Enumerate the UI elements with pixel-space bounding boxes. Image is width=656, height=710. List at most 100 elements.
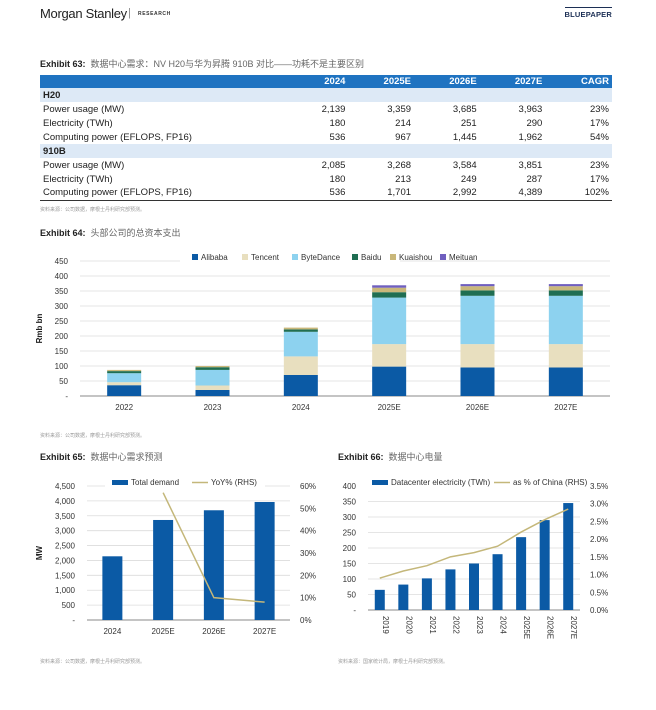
x-tick-label: 2022 [451, 616, 460, 634]
x-tick-label: 2024 [292, 403, 310, 412]
exhibit-64-caption: 头部公司的总资本支出 [90, 228, 181, 238]
y2-tick-label: 2.0% [590, 535, 608, 544]
exhibit-63-title: Exhibit 63: 数据中心需求：NV H20与华为昇腾 910B 对比——功… [40, 57, 364, 70]
legend-label: Alibaba [201, 253, 228, 262]
table-cell: 3,685 [452, 103, 477, 115]
exhibit-64-title: Exhibit 64: 头部公司的总资本支出 [40, 226, 181, 239]
line-series [379, 508, 569, 579]
legend-swatch [192, 254, 198, 260]
table-row: Electricity (TWh) 180 213 249 287 17% [40, 172, 612, 186]
legend-swatch [242, 254, 248, 260]
bar-segment-bytedance [107, 373, 142, 383]
y-tick-label: 300 [343, 513, 357, 522]
column-header: 2025E [348, 75, 415, 88]
bar-segment-alibaba [195, 390, 230, 396]
x-tick-label: 2025E [522, 616, 531, 639]
exhibit-66-title: Exhibit 66: 数据中心电量 [338, 450, 443, 463]
y-tick-label: 350 [343, 498, 357, 507]
column-header: CAGR [545, 75, 612, 88]
legend-label: Datacenter electricity (TWh) [391, 478, 490, 487]
y-tick-label: 300 [55, 302, 69, 311]
table-row: Computing power (EFLOPS, FP16) 536 1,701 2,… [40, 186, 612, 201]
bar [492, 554, 503, 610]
y-tick-label: 100 [55, 362, 69, 371]
y-tick-label: 4,000 [55, 497, 76, 506]
bar-segment-tencent [283, 356, 318, 375]
exhibit-63-label: Exhibit 63: [40, 59, 86, 69]
bar-segment-baidu [548, 290, 583, 296]
table-cell: 214 [395, 117, 412, 129]
table-cell: 287 [526, 173, 543, 185]
y-tick-label: 4,500 [55, 482, 76, 491]
legend-label: Meituan [449, 253, 477, 262]
y2-tick-label: 0% [300, 616, 312, 625]
y2-tick-label: 3.5% [590, 482, 608, 491]
y-tick-label: 50 [59, 377, 68, 386]
bar [203, 510, 224, 620]
table-cell: 23% [589, 159, 609, 171]
row-label: Computing power (EFLOPS, FP16) [40, 186, 290, 201]
section-row: 910B [40, 144, 612, 158]
bar-segment-alibaba [548, 367, 583, 396]
bar-segment-kuaishou [548, 286, 583, 291]
y-tick-label: 500 [62, 601, 76, 610]
table-cell: 23% [589, 103, 609, 115]
y-tick-label: 200 [55, 332, 69, 341]
x-tick-label: 2027E [253, 627, 276, 636]
table-row: Power usage (MW) 2,139 3,359 3,685 3,963 23% [40, 102, 612, 116]
bar-segment-bytedance [283, 331, 318, 357]
bar-segment-kuaishou [372, 287, 407, 293]
y-tick-label: 400 [343, 482, 357, 491]
table-cell: 1,962 [518, 131, 543, 143]
y-axis-label: MW [35, 545, 44, 560]
exhibit-64-source: 资料来源：公司数据，摩根士丹利研究部预测。 [40, 433, 146, 439]
bar [445, 569, 456, 610]
legend-label: as % of China (RHS) [513, 478, 588, 487]
row-label: Power usage (MW) [43, 103, 125, 115]
bar-segment-bytedance [195, 369, 230, 386]
y-tick-label: 250 [343, 529, 357, 538]
bar [469, 563, 479, 610]
bar-segment-alibaba [460, 367, 495, 396]
y2-tick-label: 30% [300, 549, 316, 558]
exhibit-65-source: 资料来源：公司数据，摩根士丹利研究部预测。 [40, 659, 146, 665]
line-series [162, 492, 265, 603]
y-tick-label: 250 [55, 317, 69, 326]
y-tick-label: 1,500 [55, 571, 76, 580]
table-cell: 3,963 [518, 103, 543, 115]
table-cell: 17% [589, 117, 609, 129]
legend-label: ByteDance [301, 253, 341, 262]
y2-tick-label: 1.5% [590, 553, 608, 562]
y2-tick-label: 3.0% [590, 500, 608, 509]
table-row: Power usage (MW) 2,085 3,268 3,584 3,851 23% [40, 158, 612, 172]
column-header: 2026E [414, 75, 480, 88]
y2-tick-label: 40% [300, 527, 316, 536]
bar-segment-tencent [195, 385, 230, 390]
legend-label: Total demand [131, 478, 179, 487]
bluepaper-label: BLUEPAPER [564, 7, 612, 19]
row-label: Electricity (TWh) [43, 117, 113, 129]
y2-tick-label: 10% [300, 594, 316, 603]
exhibit-65-title: Exhibit 65: 数据中心需求预测 [40, 450, 163, 463]
bar [153, 519, 174, 620]
exhibit-65-label: Exhibit 65: [40, 452, 86, 462]
logo-separator: | [128, 7, 131, 19]
bar [374, 589, 385, 610]
y-tick-label: 150 [55, 347, 69, 356]
legend-label: YoY% (RHS) [211, 478, 257, 487]
exhibit-65-caption: 数据中心需求预测 [90, 452, 163, 462]
y2-tick-label: 20% [300, 571, 316, 580]
y-tick-label: 50 [347, 591, 356, 600]
legend-label: Kuaishou [399, 253, 432, 262]
bar-segment-bytedance [460, 295, 495, 345]
table-cell: 102% [545, 186, 612, 201]
bar-segment-baidu [195, 367, 230, 370]
table-cell: 2,992 [414, 186, 480, 201]
bar-segment-bytedance [548, 295, 583, 345]
bar-segment-alibaba [107, 385, 142, 396]
section-row: H20 [40, 88, 612, 102]
table-cell: 3,851 [518, 159, 543, 171]
table-cell: 4,389 [479, 186, 546, 201]
bar-segment-alibaba [283, 375, 318, 396]
bar [102, 556, 123, 620]
